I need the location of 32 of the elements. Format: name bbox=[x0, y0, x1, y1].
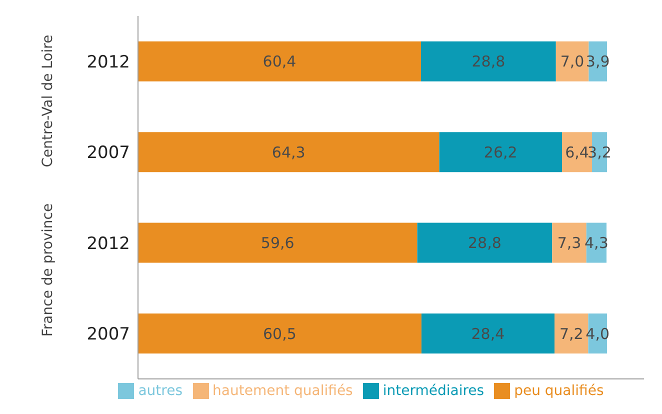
data-label: 60,5 bbox=[263, 324, 296, 343]
bar bbox=[417, 222, 552, 263]
y-tick-label: 2012 bbox=[86, 234, 130, 254]
data-label: 7,0 bbox=[560, 52, 584, 71]
data-label: 7,2 bbox=[559, 324, 584, 343]
data-label: 60,4 bbox=[262, 52, 296, 71]
data-label: 26,2 bbox=[484, 143, 518, 162]
bar bbox=[420, 41, 556, 82]
bar bbox=[138, 132, 440, 172]
y-tick-label: 2012 bbox=[86, 52, 130, 72]
bar bbox=[138, 41, 421, 82]
data-label: 28,8 bbox=[468, 234, 502, 252]
legend-label: hautement qualifiés bbox=[212, 382, 353, 399]
legend-label: intermédiaires bbox=[382, 382, 484, 399]
text: Centre-Val de Loire bbox=[40, 34, 56, 167]
bar bbox=[138, 314, 422, 354]
legend-label: autres bbox=[138, 382, 183, 399]
bar bbox=[138, 222, 418, 263]
bar bbox=[439, 132, 562, 172]
y-tick-label: 2007 bbox=[86, 324, 130, 345]
data-label: 7,3 bbox=[557, 234, 582, 252]
bar bbox=[556, 41, 589, 82]
y-tick-label: 2007 bbox=[86, 143, 130, 164]
bar bbox=[552, 222, 586, 263]
data-label: 64,3 bbox=[272, 143, 306, 162]
data-label: 6,4 bbox=[565, 143, 589, 162]
data-label: 28,8 bbox=[472, 52, 506, 71]
legend-label: peu qualifiés bbox=[514, 382, 604, 399]
data-label: 59,6 bbox=[260, 234, 294, 252]
data-label: 28,4 bbox=[471, 324, 505, 343]
text: France de province bbox=[40, 202, 56, 336]
bar bbox=[421, 314, 555, 354]
